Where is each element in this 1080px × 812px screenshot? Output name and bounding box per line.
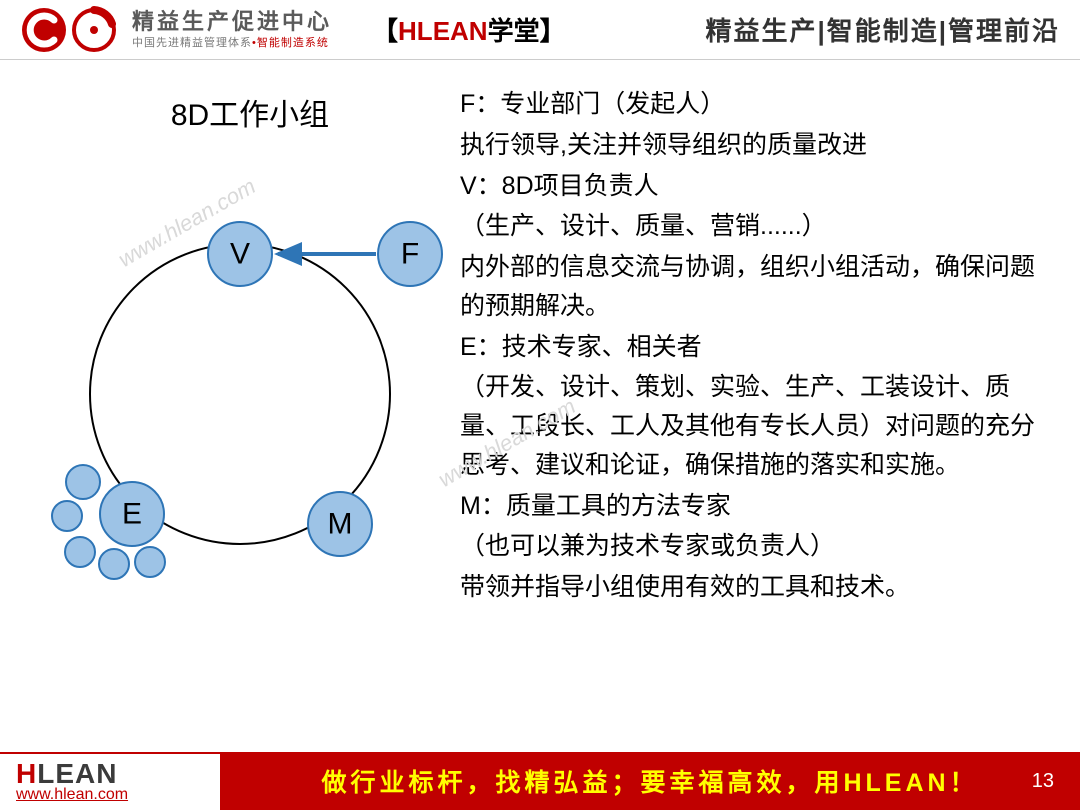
logo-block: 精益生产促进中心 中国先进精益管理体系•智能制造系统 <box>20 6 332 54</box>
footer-right: 做行业标杆，找精弘益；要幸福高效，用HLEAN！ 13 <box>220 752 1080 810</box>
node-label-e: E <box>122 498 142 531</box>
cluster-dot <box>99 549 129 579</box>
desc-line: V：8D项目负责人 <box>460 167 1045 206</box>
right-column: F：专业部门（发起人）执行领导,关注并领导组织的质量改进V：8D项目负责人（生产… <box>460 60 1080 750</box>
node-label-v: V <box>230 238 250 271</box>
footer-slogan: 做行业标杆，找精弘益；要幸福高效，用HLEAN！ <box>321 763 978 799</box>
desc-line: F：专业部门（发起人） <box>460 85 1045 124</box>
desc-line: 内外部的信息交流与协调，组织小组活动，确保问题的预期解决。 <box>460 248 1045 326</box>
node-label-m: M <box>328 508 353 541</box>
footer-left: HLEAN www.hlean.com <box>0 752 220 810</box>
node-label-f: F <box>401 238 419 271</box>
logo-text: 精益生产促进中心 中国先进精益管理体系•智能制造系统 <box>132 10 332 48</box>
cluster-dot <box>52 501 82 531</box>
footer: HLEAN www.hlean.com 做行业标杆，找精弘益；要幸福高效，用HL… <box>0 752 1080 810</box>
cluster-dot <box>66 465 100 499</box>
footer-url: www.hlean.com <box>16 786 220 804</box>
desc-line: M：质量工具的方法专家 <box>460 487 1045 526</box>
team-diagram: V F E M <box>20 144 440 624</box>
logo-main-text: 精益生产促进中心 <box>132 10 332 34</box>
ring-icon <box>70 6 118 54</box>
desc-line: E：技术专家、相关者 <box>460 328 1045 367</box>
desc-line: 执行领导,关注并领导组织的质量改进 <box>460 126 1045 165</box>
diagram-svg: V F E M <box>20 144 460 624</box>
desc-line: （生产、设计、质量、营销......） <box>460 207 1045 246</box>
desc-line: 带领并指导小组使用有效的工具和技术。 <box>460 568 1045 607</box>
desc-line: （也可以兼为技术专家或负责人） <box>460 527 1045 566</box>
cluster-dot <box>135 547 165 577</box>
page-number: 13 <box>1032 770 1054 793</box>
logo-sub-text: 中国先进精益管理体系•智能制造系统 <box>132 37 332 49</box>
header-right: 精益生产|智能制造|管理前沿 <box>705 11 1060 48</box>
header-center: 【HLEAN学堂】 <box>372 11 566 48</box>
slide-body: 8D工作小组 V F E M F：专业部门（发起人）执行领导,关注并领导组织的质量改进… <box>0 60 1080 750</box>
desc-line: （开发、设计、策划、实验、生产、工装设计、质量、工段长、工人及其他有专长人员）对… <box>460 368 1045 484</box>
brush-c-icon <box>20 6 68 54</box>
cluster-dot <box>65 537 95 567</box>
header: 精益生产促进中心 中国先进精益管理体系•智能制造系统 【HLEAN学堂】 精益生… <box>0 0 1080 60</box>
left-column: 8D工作小组 V F E M <box>0 60 460 750</box>
left-title: 8D工作小组 <box>40 90 460 134</box>
